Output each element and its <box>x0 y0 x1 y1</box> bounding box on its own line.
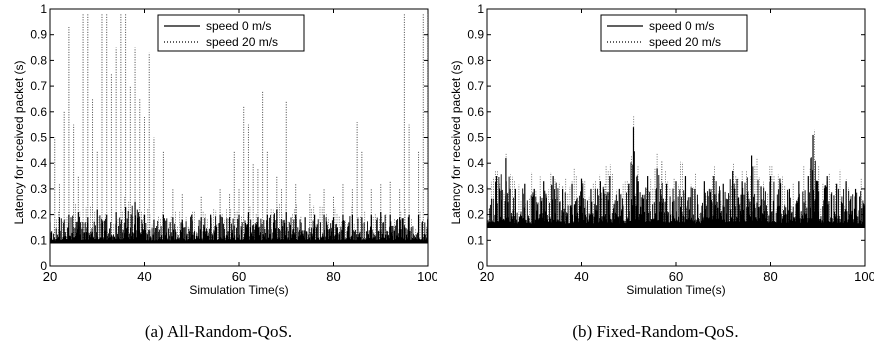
chart-1-ytick-label: 0.2 <box>467 208 484 222</box>
chart-0-legend-box <box>157 14 305 52</box>
chart-1-ytick-label: 0.4 <box>467 156 484 170</box>
chart-1-xtick-label: 40 <box>574 269 588 284</box>
chart-0-ytick-label: 0.9 <box>30 28 47 42</box>
chart-0-ytick-label: 1 <box>40 2 47 16</box>
chart-1-ytick-label: 0.5 <box>467 131 484 145</box>
chart-1-ylabel: Latency for received packet (s) <box>449 60 463 224</box>
chart-1-ytick-label: 0.1 <box>467 233 484 247</box>
chart-0-xtick-label: 80 <box>326 269 340 284</box>
chart-1-data-layer <box>487 115 865 229</box>
chart-0-ytick-label: 0.4 <box>30 156 47 170</box>
chart-0-legend-label-speed0: speed 0 m/s <box>206 19 271 33</box>
chart-1-xtick-label: 20 <box>480 269 494 284</box>
chart-1-xtick-label: 60 <box>669 269 683 284</box>
chart-1-xtick-label: 80 <box>763 269 777 284</box>
chart-1-ytick-label: 0.3 <box>467 182 484 196</box>
chart-panel-a: 0 0.1 0.2 0.3 0.4 0.5 0.6 0.7 0.8 0.9 1 20 40 60 80 100… <box>12 2 437 341</box>
chart-1-legend-label-speed20: speed 20 m/s <box>649 35 721 49</box>
chart-0-xtick-label: 40 <box>137 269 151 284</box>
chart-1-xtick-label: 100 <box>854 269 874 284</box>
chart-0-ylabel: Latency for received packet (s) <box>12 60 26 224</box>
chart-0-ytick-label: 0.6 <box>30 105 47 119</box>
chart-0-legend-label-speed20: speed 20 m/s <box>206 35 278 49</box>
chart-1-legend-label-speed0: speed 0 m/s <box>649 19 714 33</box>
chart-0-data-layer <box>50 14 428 244</box>
chart-1-series-speed0-band <box>487 151 865 228</box>
chart-0-ytick-label: 0.7 <box>30 79 47 93</box>
chart-0-series-speed0-band <box>50 205 428 243</box>
chart-1-ytick-label: 0 <box>477 259 484 273</box>
chart-panel-b: 0 0.1 0.2 0.3 0.4 0.5 0.6 0.7 0.8 0.9 1 20 40 60 80 100… <box>437 0 874 356</box>
chart-1-legend-box <box>600 14 748 52</box>
chart-1-ytick-label: 0.9 <box>467 28 484 42</box>
chart-a-svg: 0 0.1 0.2 0.3 0.4 0.5 0.6 0.7 0.8 0.9 1 20 40 60 80 100… <box>12 2 437 297</box>
chart-0-ytick-label: 0.3 <box>30 182 47 196</box>
chart-b-caption: (b) Fixed-Random-QoS. <box>572 322 739 341</box>
chart-1-ytick-label: 0.7 <box>467 79 484 93</box>
chart-0-xtick-label: 100 <box>417 269 437 284</box>
chart-1-ytick-label: 0.6 <box>467 105 484 119</box>
chart-0-xlabel: Simulation Time(s) <box>189 283 288 297</box>
chart-0-ytick-label: 0 <box>40 259 47 273</box>
chart-1-ytick-label: 0.8 <box>467 53 484 67</box>
chart-1-xlabel: Simulation Time(s) <box>626 283 725 297</box>
chart-0-ytick-label: 0.5 <box>30 131 47 145</box>
chart-1-ytick-label: 1 <box>477 2 484 16</box>
chart-a-caption: (a) All-Random-QoS. <box>144 322 293 341</box>
chart-0-ytick-label: 0.1 <box>30 233 47 247</box>
chart-0-xtick-label: 60 <box>232 269 246 284</box>
chart-0-ytick-label: 0.8 <box>30 53 47 67</box>
chart-0-ytick-label: 0.2 <box>30 208 47 222</box>
chart-0-xtick-label: 20 <box>43 269 57 284</box>
chart-b-svg: 0 0.1 0.2 0.3 0.4 0.5 0.6 0.7 0.8 0.9 1 20 40 60 80 100… <box>449 2 874 297</box>
